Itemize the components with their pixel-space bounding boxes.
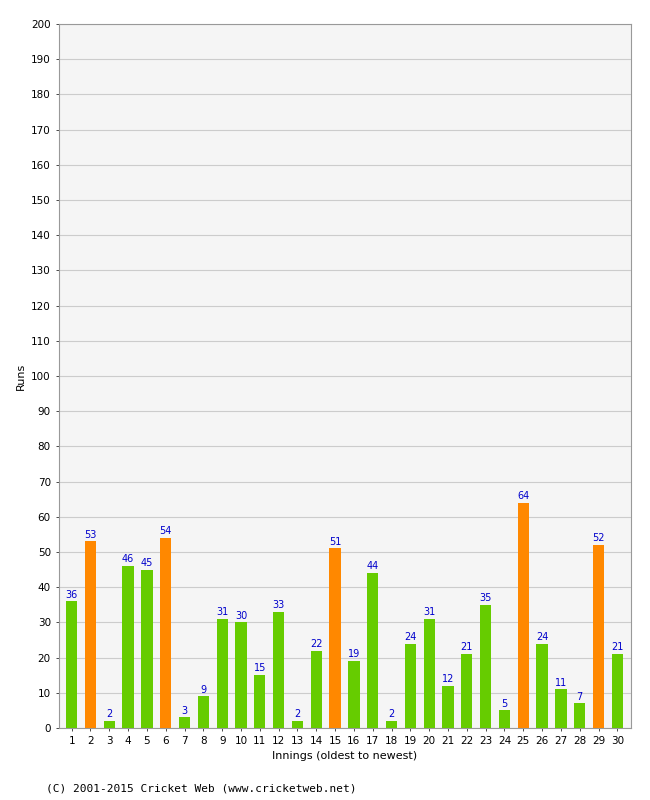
Text: 9: 9: [200, 685, 207, 694]
Bar: [141, 570, 153, 728]
Text: 21: 21: [611, 642, 623, 652]
Text: 7: 7: [577, 691, 583, 702]
Text: 24: 24: [404, 632, 417, 642]
Bar: [179, 718, 190, 728]
X-axis label: Innings (oldest to newest): Innings (oldest to newest): [272, 751, 417, 761]
Text: 12: 12: [442, 674, 454, 684]
Text: 64: 64: [517, 491, 529, 501]
Text: 31: 31: [423, 607, 436, 617]
Text: 31: 31: [216, 607, 228, 617]
Text: 44: 44: [367, 562, 379, 571]
Bar: [593, 545, 604, 728]
Text: 11: 11: [554, 678, 567, 687]
Bar: [405, 643, 416, 728]
Bar: [555, 690, 567, 728]
Bar: [103, 721, 115, 728]
Bar: [273, 612, 284, 728]
Bar: [461, 654, 473, 728]
Bar: [499, 710, 510, 728]
Bar: [367, 573, 378, 728]
Bar: [254, 675, 265, 728]
Bar: [480, 605, 491, 728]
Bar: [574, 703, 586, 728]
Bar: [122, 566, 134, 728]
Bar: [311, 650, 322, 728]
Bar: [424, 619, 435, 728]
Text: 2: 2: [106, 710, 112, 719]
Bar: [160, 538, 172, 728]
Bar: [235, 622, 246, 728]
Text: 51: 51: [329, 537, 341, 546]
Text: 35: 35: [480, 593, 492, 603]
Bar: [612, 654, 623, 728]
Bar: [386, 721, 397, 728]
Bar: [292, 721, 303, 728]
Text: 36: 36: [66, 590, 78, 599]
Text: (C) 2001-2015 Cricket Web (www.cricketweb.net): (C) 2001-2015 Cricket Web (www.cricketwe…: [46, 784, 356, 794]
Bar: [66, 602, 77, 728]
Bar: [85, 542, 96, 728]
Text: 53: 53: [84, 530, 97, 540]
Bar: [216, 619, 228, 728]
Bar: [330, 549, 341, 728]
Text: 2: 2: [294, 710, 300, 719]
Text: 46: 46: [122, 554, 135, 564]
Bar: [536, 643, 548, 728]
Text: 54: 54: [159, 526, 172, 536]
Text: 30: 30: [235, 610, 247, 621]
Text: 19: 19: [348, 650, 360, 659]
Bar: [443, 686, 454, 728]
Y-axis label: Runs: Runs: [16, 362, 25, 390]
Text: 22: 22: [310, 638, 322, 649]
Text: 24: 24: [536, 632, 548, 642]
Text: 21: 21: [461, 642, 473, 652]
Text: 33: 33: [272, 600, 285, 610]
Text: 45: 45: [141, 558, 153, 568]
Bar: [198, 696, 209, 728]
Text: 5: 5: [501, 698, 508, 709]
Text: 3: 3: [181, 706, 188, 716]
Text: 15: 15: [254, 663, 266, 674]
Bar: [348, 661, 359, 728]
Text: 2: 2: [389, 710, 395, 719]
Text: 52: 52: [592, 534, 604, 543]
Bar: [517, 502, 529, 728]
